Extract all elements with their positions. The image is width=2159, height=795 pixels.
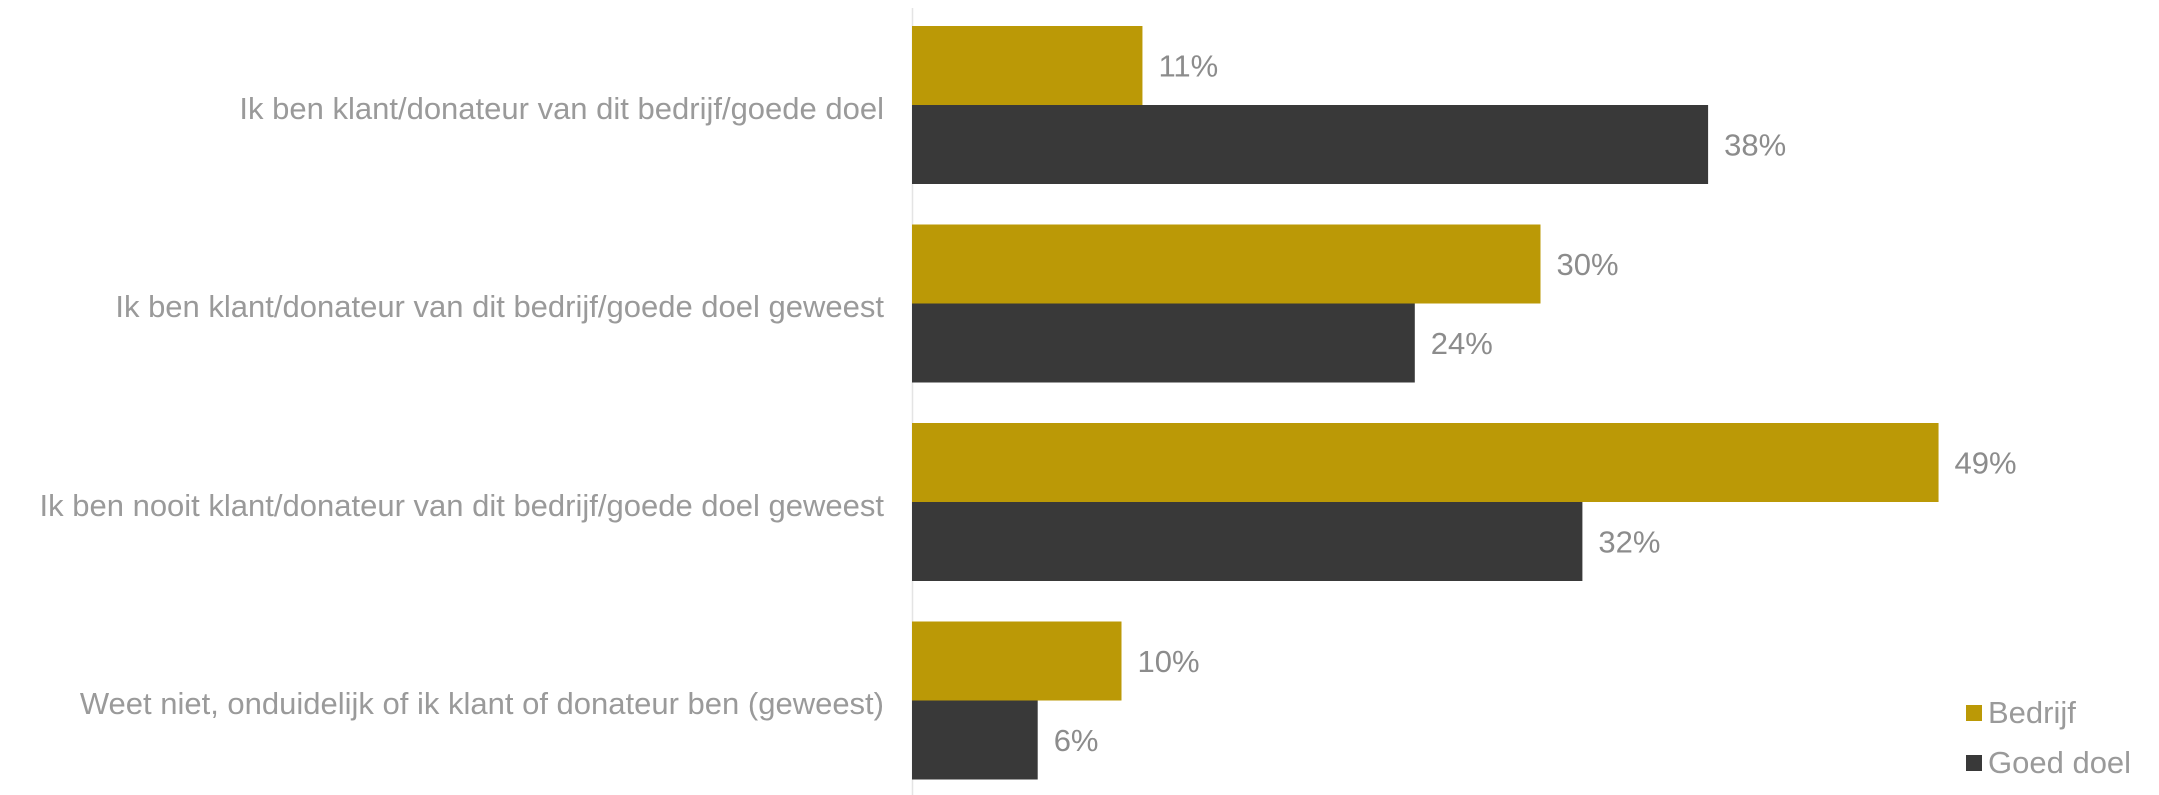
value-label-bedrijf: 49%: [1955, 446, 2017, 481]
value-labels: 11% 38% 30% 24% 49% 32% 10% 6%: [1054, 49, 2017, 759]
category-labels: Ik ben klant/donateur van dit bedrijf/go…: [40, 91, 885, 721]
bar-goed-doel: [912, 700, 1038, 780]
bar-bedrijf: [912, 224, 1541, 304]
value-label-bedrijf: 10%: [1138, 644, 1200, 679]
bar-goed-doel: [912, 303, 1415, 383]
value-label-goed-doel: 6%: [1054, 723, 1099, 758]
legend-label-goed-doel: Goed doel: [1988, 745, 2131, 780]
category-label: Ik ben klant/donateur van dit bedrijf/go…: [239, 91, 884, 126]
category-label: Weet niet, onduidelijk of ik klant of do…: [80, 686, 884, 721]
value-label-goed-doel: 32%: [1598, 525, 1660, 560]
bar-goed-doel: [912, 502, 1583, 581]
value-label-bedrijf: 11%: [1158, 49, 1218, 84]
value-label-goed-doel: 24%: [1431, 326, 1493, 361]
bar-goed-doel: [912, 105, 1709, 184]
legend-swatch-bedrijf: [1966, 705, 1982, 721]
legend: Bedrijf Goed doel: [1966, 695, 2131, 780]
legend-label-bedrijf: Bedrijf: [1988, 695, 2076, 730]
category-label: Ik ben klant/donateur van dit bedrijf/go…: [115, 289, 884, 324]
bars: [912, 26, 1939, 780]
category-label: Ik ben nooit klant/donateur van dit bedr…: [40, 488, 885, 523]
value-label-bedrijf: 30%: [1557, 247, 1619, 282]
value-label-goed-doel: 38%: [1724, 128, 1786, 163]
legend-swatch-goed-doel: [1966, 755, 1982, 771]
bar-bedrijf: [912, 423, 1939, 502]
bar-bedrijf: [912, 26, 1143, 105]
bar-bedrijf: [912, 621, 1122, 701]
